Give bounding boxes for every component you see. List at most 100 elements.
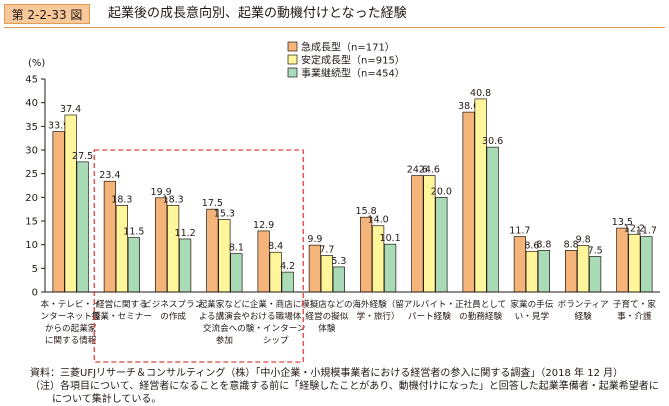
bar	[616, 227, 629, 293]
y-tick-label: 35	[25, 122, 38, 133]
y-tick-label: 5	[32, 264, 38, 275]
bar	[281, 271, 294, 293]
x-tick-label: 企業・商店に	[250, 298, 302, 310]
data-label: 11.2	[175, 228, 196, 239]
bar	[64, 114, 77, 293]
x-tick-label: 子育て・家	[613, 298, 656, 310]
data-label: 9.9	[307, 234, 322, 245]
bar	[435, 196, 448, 293]
bar	[155, 197, 168, 293]
x-tick-label: よる講演会や	[199, 310, 250, 322]
data-label: 27.5	[72, 151, 93, 162]
bar	[179, 238, 192, 293]
data-label: 11.7	[636, 226, 657, 237]
footnote-line-2: について集計している。	[52, 394, 162, 405]
bar	[462, 111, 475, 293]
x-tick-label: い・見学	[515, 310, 550, 322]
x-tick-label: ビジネスプラン	[143, 299, 203, 310]
bar	[537, 249, 550, 293]
data-label: 33.9	[48, 121, 69, 132]
x-tick-label: の作成	[160, 310, 186, 322]
title-rule	[4, 27, 665, 28]
bar-chart: (%) 0 5 10 15 20 25 30 35 40 45 33.9 37.4 27.5 本・テレビ・イ…	[25, 41, 660, 363]
bar	[486, 146, 499, 293]
data-label: 40.8	[470, 88, 491, 99]
x-tick-label: の勤務経験	[459, 310, 502, 322]
bar	[384, 243, 397, 293]
bar	[565, 249, 578, 293]
data-label: 5.3	[331, 256, 346, 267]
data-label: 8.1	[229, 243, 244, 254]
legend-swatch	[287, 54, 298, 65]
legend-label: 安定成長型（n=915）	[301, 54, 405, 67]
y-tick-label: 45	[25, 75, 38, 86]
bar	[206, 208, 219, 293]
x-tick-label: からの起業家	[45, 322, 97, 334]
bar	[257, 230, 270, 293]
x-tick-label: アルバイト・	[404, 299, 455, 310]
data-label: 24.6	[407, 165, 428, 176]
data-label: 20.0	[431, 186, 452, 197]
source-note: 資料：三菱UFJリサーチ＆コンサルティング（株）「中小企業・小規模事業者における…	[30, 368, 624, 379]
y-tick-label: 15	[25, 217, 38, 228]
data-label: 12.2	[624, 223, 645, 234]
y-tick-label: 40	[25, 98, 38, 109]
data-label: 8.8	[564, 239, 579, 250]
bar	[474, 98, 487, 293]
bar	[115, 205, 128, 293]
x-tick-label: 経営の擬似	[305, 310, 348, 322]
x-tick-label: 正社員として	[455, 298, 506, 310]
bar	[127, 237, 140, 293]
x-tick-label: ボランティア	[558, 299, 609, 310]
x-tick-label: 参加	[216, 334, 233, 346]
x-tick-label: 海外経験（留	[352, 298, 404, 310]
data-label: 38.0	[458, 101, 479, 112]
data-label: 10.1	[380, 233, 401, 244]
data-label: 13.5	[612, 217, 633, 228]
x-tick-label: 学・旅行）	[357, 310, 400, 322]
x-tick-label: 事・介護	[617, 310, 652, 322]
y-axis-unit: (%)	[28, 58, 45, 69]
x-tick-label: 験・インターン	[246, 322, 306, 334]
x-tick-label: 体験	[318, 322, 336, 334]
bar	[76, 161, 89, 293]
data-label: 4.2	[280, 261, 295, 272]
x-tick-label: 経営に関する	[96, 298, 148, 310]
y-tick-label: 20	[25, 193, 38, 204]
legend-swatch	[287, 67, 298, 78]
bar	[640, 236, 653, 293]
data-label: 14.0	[368, 215, 389, 226]
data-label: 8.4	[268, 241, 283, 252]
data-label: 7.7	[319, 245, 334, 256]
data-label: 11.5	[123, 227, 144, 238]
x-tick-label: おける職場体	[250, 310, 302, 322]
x-tick-label: 交流会への	[203, 322, 246, 334]
x-tick-label: 経験	[575, 310, 593, 322]
data-label: 17.5	[202, 198, 223, 209]
figure-number: 第 2-2-33 図	[4, 4, 90, 24]
y-tick-label: 0	[32, 288, 38, 299]
x-tick-label: 本・テレビ・イ	[41, 298, 101, 310]
highlight-box	[93, 149, 304, 363]
data-label: 12.9	[253, 220, 274, 231]
x-tick-label: シップ	[263, 335, 289, 346]
data-label: 18.3	[163, 194, 184, 205]
y-tick-label: 30	[25, 146, 38, 157]
data-label: 37.4	[60, 104, 81, 115]
chart-title: 起業後の成長意向別、起業の動機付けとなった経験	[108, 6, 407, 21]
legend-label: 事業継続型（n=454）	[301, 67, 405, 80]
x-tick-label: に関する情報	[45, 334, 97, 346]
bar	[218, 219, 231, 293]
data-label: 8.8	[536, 239, 551, 250]
data-label: 19.9	[151, 187, 172, 198]
legend-label: 急成長型（n=171）	[301, 41, 395, 54]
data-label: 23.4	[99, 170, 120, 181]
data-label: 18.3	[111, 194, 132, 205]
data-label: 15.3	[214, 209, 235, 220]
y-tick-label: 25	[25, 169, 38, 180]
bar	[525, 250, 538, 293]
bar	[230, 253, 243, 293]
x-tick-label: ンターネット等	[41, 310, 102, 322]
legend-swatch	[287, 41, 298, 52]
data-label: 7.5	[588, 246, 603, 257]
